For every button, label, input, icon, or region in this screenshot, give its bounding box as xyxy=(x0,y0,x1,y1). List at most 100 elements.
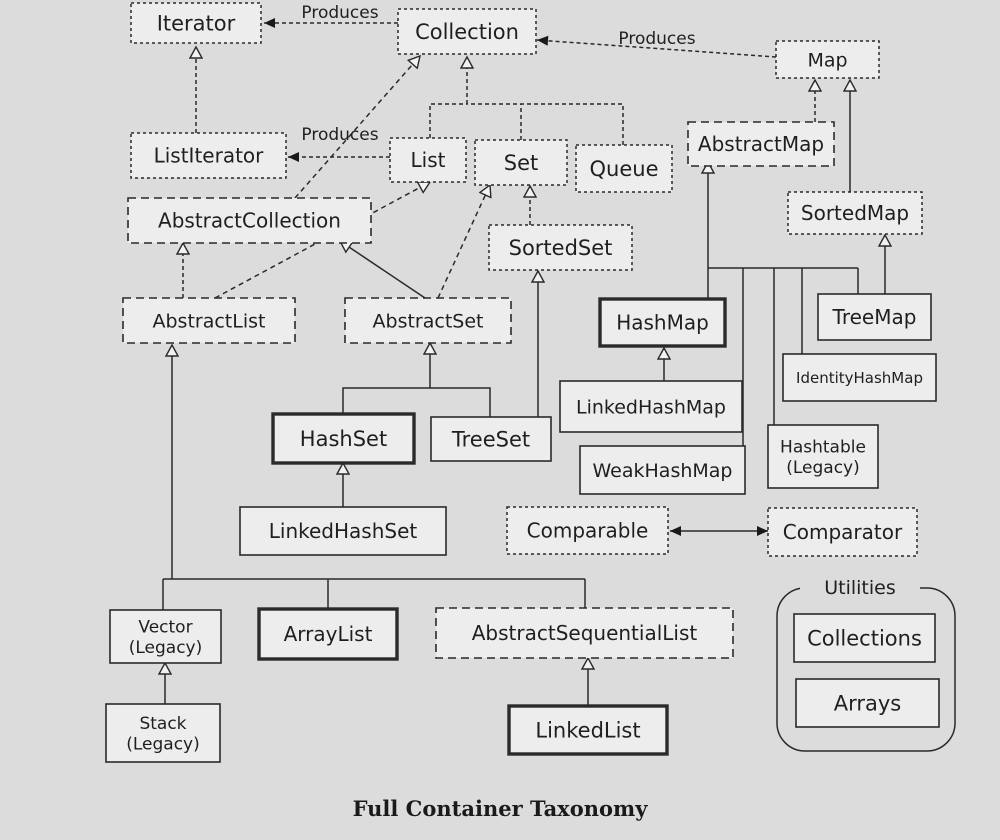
node-label-list: List xyxy=(411,148,446,172)
edge-treeset-abstractset xyxy=(430,387,491,417)
node-box-arraylist xyxy=(257,607,399,661)
node-label-iterator: Iterator xyxy=(157,12,236,36)
node-box-sortedmap xyxy=(787,191,923,235)
edge-queue-collection xyxy=(467,103,624,145)
node-label-queue: Queue xyxy=(590,157,659,181)
node-box-linkedlist xyxy=(507,704,669,756)
node-label-hashmap: HashMap xyxy=(616,311,709,335)
node-label-linkedhashset: LinkedHashSet xyxy=(269,519,418,543)
node-box-comparable xyxy=(506,506,669,555)
node-box-identityhashmap xyxy=(782,353,937,402)
node-label-listiterator: ListIterator xyxy=(154,144,265,168)
node-comparable: Comparable xyxy=(506,506,669,555)
node-box-hashtable xyxy=(767,424,879,489)
node-box-sortedset xyxy=(488,224,633,271)
node-listiterator: ListIterator xyxy=(130,132,287,179)
node-label-treemap: TreeMap xyxy=(832,305,917,329)
node-label-abstractcollection: AbstractCollection xyxy=(158,209,341,233)
node-abstractsequentiallist: AbstractSequentialList xyxy=(435,607,734,659)
node-label-arrays: Arrays xyxy=(834,692,902,716)
utilities-label: Utilities xyxy=(824,577,896,599)
node-label-stack-line2: (Legacy) xyxy=(126,734,200,754)
node-treeset: TreeSet xyxy=(430,416,552,462)
node-box-listiterator xyxy=(130,132,287,179)
produces-label-listiterator: Produces xyxy=(301,125,378,145)
edge-abstractlist-list xyxy=(214,182,430,299)
node-label-collection: Collection xyxy=(415,20,519,44)
node-label-vector-line2: (Legacy) xyxy=(129,638,203,658)
node-list: List xyxy=(389,137,467,183)
node-collections: Collections xyxy=(793,613,936,663)
node-abstractcollection: AbstractCollection xyxy=(127,197,372,244)
node-identityhashmap: IdentityHashMap xyxy=(782,353,937,402)
node-label-hashset: HashSet xyxy=(300,427,387,451)
node-label-abstractsequentiallist: AbstractSequentialList xyxy=(472,621,698,645)
node-weakhashmap: WeakHashMap xyxy=(579,445,746,495)
node-box-vector xyxy=(109,609,222,664)
node-arrays: Arrays xyxy=(795,678,940,728)
node-sortedmap: SortedMap xyxy=(787,191,923,235)
node-label-comparable: Comparable xyxy=(527,519,649,543)
node-label-sortedmap: SortedMap xyxy=(801,201,909,225)
edge-list-collection xyxy=(429,103,467,138)
node-box-abstractsequentiallist xyxy=(435,607,734,659)
node-box-hashset xyxy=(271,412,416,465)
node-label-collections: Collections xyxy=(807,627,922,651)
node-comparator: Comparator xyxy=(767,507,918,557)
node-label-linkedhashmap: LinkedHashMap xyxy=(576,396,726,418)
node-label-abstractmap: AbstractMap xyxy=(698,132,824,156)
node-box-linkedhashmap xyxy=(559,380,743,433)
node-collection: Collection xyxy=(397,8,537,55)
node-arraylist: ArrayList xyxy=(257,607,399,661)
node-box-collections xyxy=(793,613,936,663)
node-stack: Stack(Legacy) xyxy=(105,703,221,763)
node-box-linkedhashset xyxy=(239,506,447,556)
node-queue: Queue xyxy=(575,144,673,193)
node-label-comparator: Comparator xyxy=(783,520,903,544)
node-iterator: Iterator xyxy=(130,2,262,44)
edge-map-produces-collection xyxy=(536,35,777,58)
node-label-abstractlist: AbstractList xyxy=(153,310,266,332)
node-label-abstractset: AbstractSet xyxy=(373,310,484,332)
edge-hashset-abstractset xyxy=(342,387,430,414)
node-abstractmap: AbstractMap xyxy=(687,121,835,167)
node-label-arraylist: ArrayList xyxy=(284,622,373,646)
node-abstractset: AbstractSet xyxy=(344,297,512,344)
node-box-arrays xyxy=(795,678,940,728)
node-linkedlist: LinkedList xyxy=(507,704,669,756)
node-box-queue xyxy=(575,144,673,193)
node-box-treemap xyxy=(817,293,932,341)
node-box-iterator xyxy=(130,2,262,44)
node-box-stack xyxy=(105,703,221,763)
node-box-abstractcollection xyxy=(127,197,372,244)
node-label-set: Set xyxy=(504,151,538,175)
node-box-treeset xyxy=(430,416,552,462)
node-map: Map xyxy=(775,40,880,79)
edge-abstractset-abstractcollection xyxy=(340,241,426,299)
edge-abstractset-set xyxy=(437,185,490,299)
node-treemap: TreeMap xyxy=(817,293,932,341)
node-label-map: Map xyxy=(807,49,847,71)
edge-abstractcollection-collection xyxy=(294,56,420,199)
figure-title: Full Container Taxonomy xyxy=(352,796,648,821)
node-box-weakhashmap xyxy=(579,445,746,495)
node-set: Set xyxy=(474,139,568,186)
node-sortedset: SortedSet xyxy=(488,224,633,271)
node-label-hashtable-line2: (Legacy) xyxy=(786,458,860,478)
node-box-collection xyxy=(397,8,537,55)
node-box-set xyxy=(474,139,568,186)
node-label-stack-line1: Stack xyxy=(139,714,186,734)
node-label-linkedlist: LinkedList xyxy=(535,719,640,743)
node-box-hashmap xyxy=(598,297,727,348)
node-vector: Vector(Legacy) xyxy=(109,609,222,664)
node-box-abstractset xyxy=(344,297,512,344)
node-linkedhashset: LinkedHashSet xyxy=(239,506,447,556)
node-box-abstractlist xyxy=(122,297,296,344)
node-label-identityhashmap: IdentityHashMap xyxy=(796,369,923,387)
node-label-weakhashmap: WeakHashMap xyxy=(593,460,733,482)
produces-label-iterator: Produces xyxy=(301,3,378,23)
node-label-sortedset: SortedSet xyxy=(509,236,613,260)
node-box-list xyxy=(389,137,467,183)
node-label-vector-line1: Vector xyxy=(138,617,192,637)
